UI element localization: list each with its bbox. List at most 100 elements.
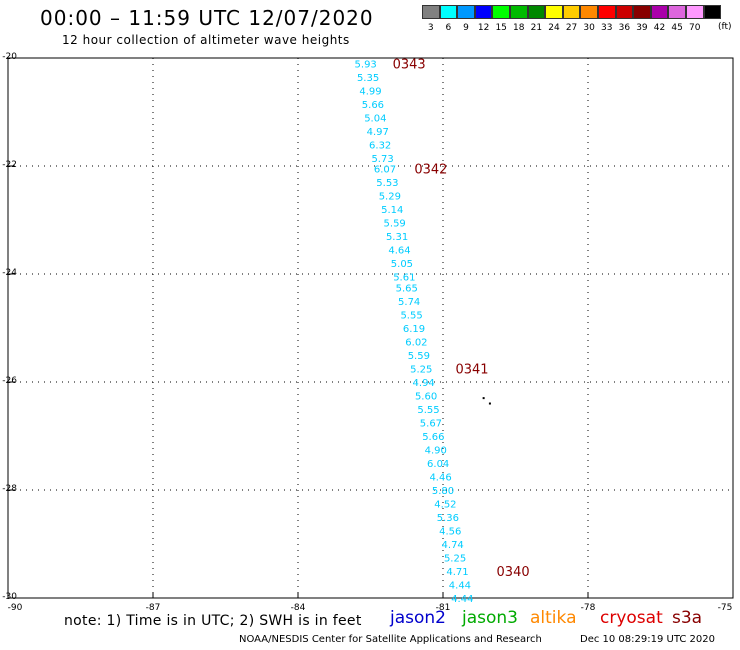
scale-cell: 39 — [633, 5, 651, 33]
page-subtitle: 12 hour collection of altimeter wave hei… — [62, 33, 350, 47]
scale-cell: 42 — [650, 5, 669, 33]
legend-s3a: s3a — [672, 608, 703, 628]
scale-swatch — [527, 5, 546, 19]
scale-label: 15 — [495, 23, 507, 33]
swh-value: 5.53 — [376, 178, 398, 189]
scale-swatch — [685, 5, 704, 19]
scale-cell: 36 — [615, 5, 634, 33]
scale-cell: 15 — [492, 5, 510, 33]
longitude-label: -90 — [7, 603, 23, 613]
scale-cell: 33 — [597, 5, 616, 33]
swh-value: 4.94 — [413, 378, 435, 389]
longitude-label: -84 — [290, 603, 306, 613]
swh-value: 5.59 — [408, 351, 430, 362]
latitude-label: -30 — [2, 592, 17, 602]
scale-label: 3 — [427, 23, 434, 33]
longitude-label: -87 — [145, 603, 161, 613]
swh-value: 5.80 — [432, 486, 454, 497]
swh-value: 5.66 — [422, 432, 444, 443]
longitude-label: -78 — [580, 603, 596, 613]
scale-swatch — [668, 5, 686, 19]
scale-label: 21 — [530, 23, 543, 33]
scale-swatch — [597, 5, 616, 19]
scale-cell: 12 — [474, 5, 493, 33]
swh-value: 5.59 — [384, 219, 406, 230]
swh-value: 5.65 — [396, 284, 418, 295]
scale-cell: 30 — [580, 5, 598, 33]
time-label: 0341 — [455, 363, 488, 378]
scale-swatch — [422, 5, 440, 19]
swh-value: 6.32 — [369, 140, 391, 151]
scale-label: 12 — [477, 23, 490, 33]
scale-swatch — [580, 5, 598, 19]
scale-cell — [703, 5, 722, 33]
swh-value: 4.44 — [451, 594, 473, 605]
scale-swatch — [474, 5, 493, 19]
color-scale: 3 6 9 12 15 18 21 24 27 30 33 36 39 42 45 70 — [422, 5, 722, 33]
scale-label: 24 — [548, 23, 560, 33]
swh-value: 5.25 — [444, 554, 466, 565]
scale-cell: 70 — [685, 5, 704, 33]
swh-value: 5.35 — [357, 73, 379, 84]
longitude-label: -81 — [435, 603, 451, 613]
scale-cell: 27 — [562, 5, 581, 33]
swh-value: 4.74 — [442, 540, 464, 551]
longitude-label: -75 — [717, 603, 733, 613]
scale-label: 39 — [636, 23, 648, 33]
swh-value: 5.60 — [415, 392, 437, 403]
legend-cryosat: cryosat — [600, 608, 663, 628]
scale-label: 6 — [445, 23, 452, 33]
scale-cell: 18 — [509, 5, 528, 33]
scale-swatch — [615, 5, 634, 19]
map-frame — [7, 57, 734, 599]
swh-value: 5.61 — [393, 273, 415, 284]
swh-value: 5.14 — [381, 205, 403, 216]
swh-value: 5.55 — [400, 311, 422, 322]
scale-swatch — [492, 5, 510, 19]
scale-cell: 3 — [422, 5, 440, 33]
latitude-label: -20 — [2, 52, 17, 62]
swh-value: 5.66 — [362, 100, 384, 111]
scale-swatch — [545, 5, 563, 19]
swh-value: 4.71 — [446, 567, 468, 578]
swh-value: 6.02 — [405, 338, 427, 349]
latitude-label: -24 — [2, 268, 17, 278]
swh-value: 5.04 — [364, 113, 386, 124]
swh-value: 5.67 — [420, 419, 442, 430]
swh-value: 4.46 — [429, 473, 451, 484]
scale-cell: 6 — [439, 5, 458, 33]
swh-value: 4.97 — [367, 127, 389, 138]
scale-swatch — [703, 5, 722, 19]
scale-swatch — [439, 5, 458, 19]
swh-value: 5.31 — [386, 232, 408, 243]
swh-value: 5.05 — [391, 259, 413, 270]
legend-jason3: jason3 — [462, 608, 518, 628]
scale-cell: 9 — [457, 5, 475, 33]
scale-label: 45 — [671, 23, 683, 33]
swh-value: 4.90 — [425, 446, 447, 457]
swh-value: 5.73 — [371, 154, 393, 165]
swh-value: 4.64 — [388, 246, 410, 257]
latitude-label: -28 — [2, 484, 17, 494]
swh-value: 6.04 — [427, 459, 449, 470]
time-label: 0343 — [393, 57, 426, 72]
page-title: 00:00 – 11:59 UTC 12/07/2020 — [40, 6, 374, 30]
footer-org: NOAA/NESDIS Center for Satellite Applica… — [239, 634, 542, 645]
latitude-label: -22 — [2, 160, 17, 170]
scale-swatch — [457, 5, 475, 19]
note-text: note: 1) Time is in UTC; 2) SWH is in fe… — [64, 613, 362, 629]
scale-swatch — [633, 5, 651, 19]
swh-value: 5.25 — [410, 365, 432, 376]
swh-value: 5.36 — [437, 513, 459, 524]
footer-timestamp: Dec 10 08:29:19 UTC 2020 — [580, 634, 715, 645]
scale-label: 18 — [513, 23, 525, 33]
swh-value: 5.93 — [355, 59, 377, 70]
swh-value: 5.29 — [379, 192, 401, 203]
swh-value: 5.74 — [398, 297, 420, 308]
swh-value: 6.07 — [374, 165, 396, 176]
scale-label: 9 — [463, 23, 469, 33]
scale-swatch — [650, 5, 669, 19]
scale-label: 30 — [583, 23, 595, 33]
scale-label: 27 — [565, 23, 578, 33]
